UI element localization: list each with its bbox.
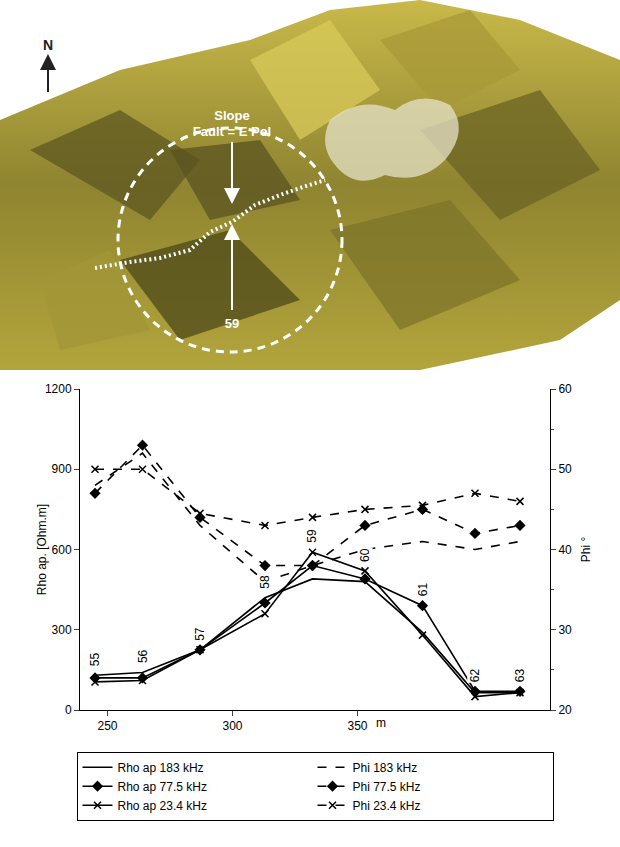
- svg-text:300: 300: [52, 623, 72, 637]
- svg-text:62: 62: [468, 669, 482, 683]
- svg-text:60: 60: [358, 548, 372, 562]
- svg-text:300: 300: [222, 719, 242, 733]
- svg-text:58: 58: [258, 575, 272, 589]
- svg-text:0: 0: [65, 703, 72, 717]
- svg-text:900: 900: [52, 462, 72, 476]
- svg-text:Phi 23.4 kHz: Phi 23.4 kHz: [353, 799, 421, 813]
- svg-text:N: N: [43, 37, 53, 53]
- svg-text:55: 55: [88, 653, 102, 667]
- svg-text:20: 20: [558, 703, 572, 717]
- svg-text:Rho ap 77.5 kHz: Rho ap 77.5 kHz: [118, 780, 207, 794]
- svg-text:Rho ap 183 kHz: Rho ap 183 kHz: [118, 761, 204, 775]
- svg-text:63: 63: [513, 669, 527, 683]
- svg-text:Rho ap 23.4 kHz: Rho ap 23.4 kHz: [118, 799, 207, 813]
- svg-text:250: 250: [97, 719, 117, 733]
- svg-text:600: 600: [52, 543, 72, 557]
- svg-text:Rho ap. [Ohm.m]: Rho ap. [Ohm.m]: [35, 504, 49, 595]
- svg-text:m: m: [376, 716, 386, 730]
- svg-text:Phi 183 kHz: Phi 183 kHz: [353, 761, 418, 775]
- svg-text:Phi °: Phi °: [579, 537, 593, 563]
- svg-text:30: 30: [558, 623, 572, 637]
- svg-text:Phi 77.5 kHz: Phi 77.5 kHz: [353, 780, 421, 794]
- svg-text:50: 50: [558, 462, 572, 476]
- svg-text:60: 60: [558, 382, 572, 396]
- svg-text:40: 40: [558, 543, 572, 557]
- svg-text:Slope: Slope: [214, 108, 249, 123]
- svg-text:61: 61: [416, 583, 430, 597]
- svg-text:Fault = E Pol: Fault = E Pol: [193, 124, 271, 139]
- svg-text:1200: 1200: [45, 382, 72, 396]
- svg-text:59: 59: [305, 529, 319, 543]
- svg-text:59: 59: [225, 316, 239, 331]
- svg-text:350: 350: [347, 719, 367, 733]
- svg-text:56: 56: [136, 649, 150, 663]
- svg-text:57: 57: [193, 627, 207, 641]
